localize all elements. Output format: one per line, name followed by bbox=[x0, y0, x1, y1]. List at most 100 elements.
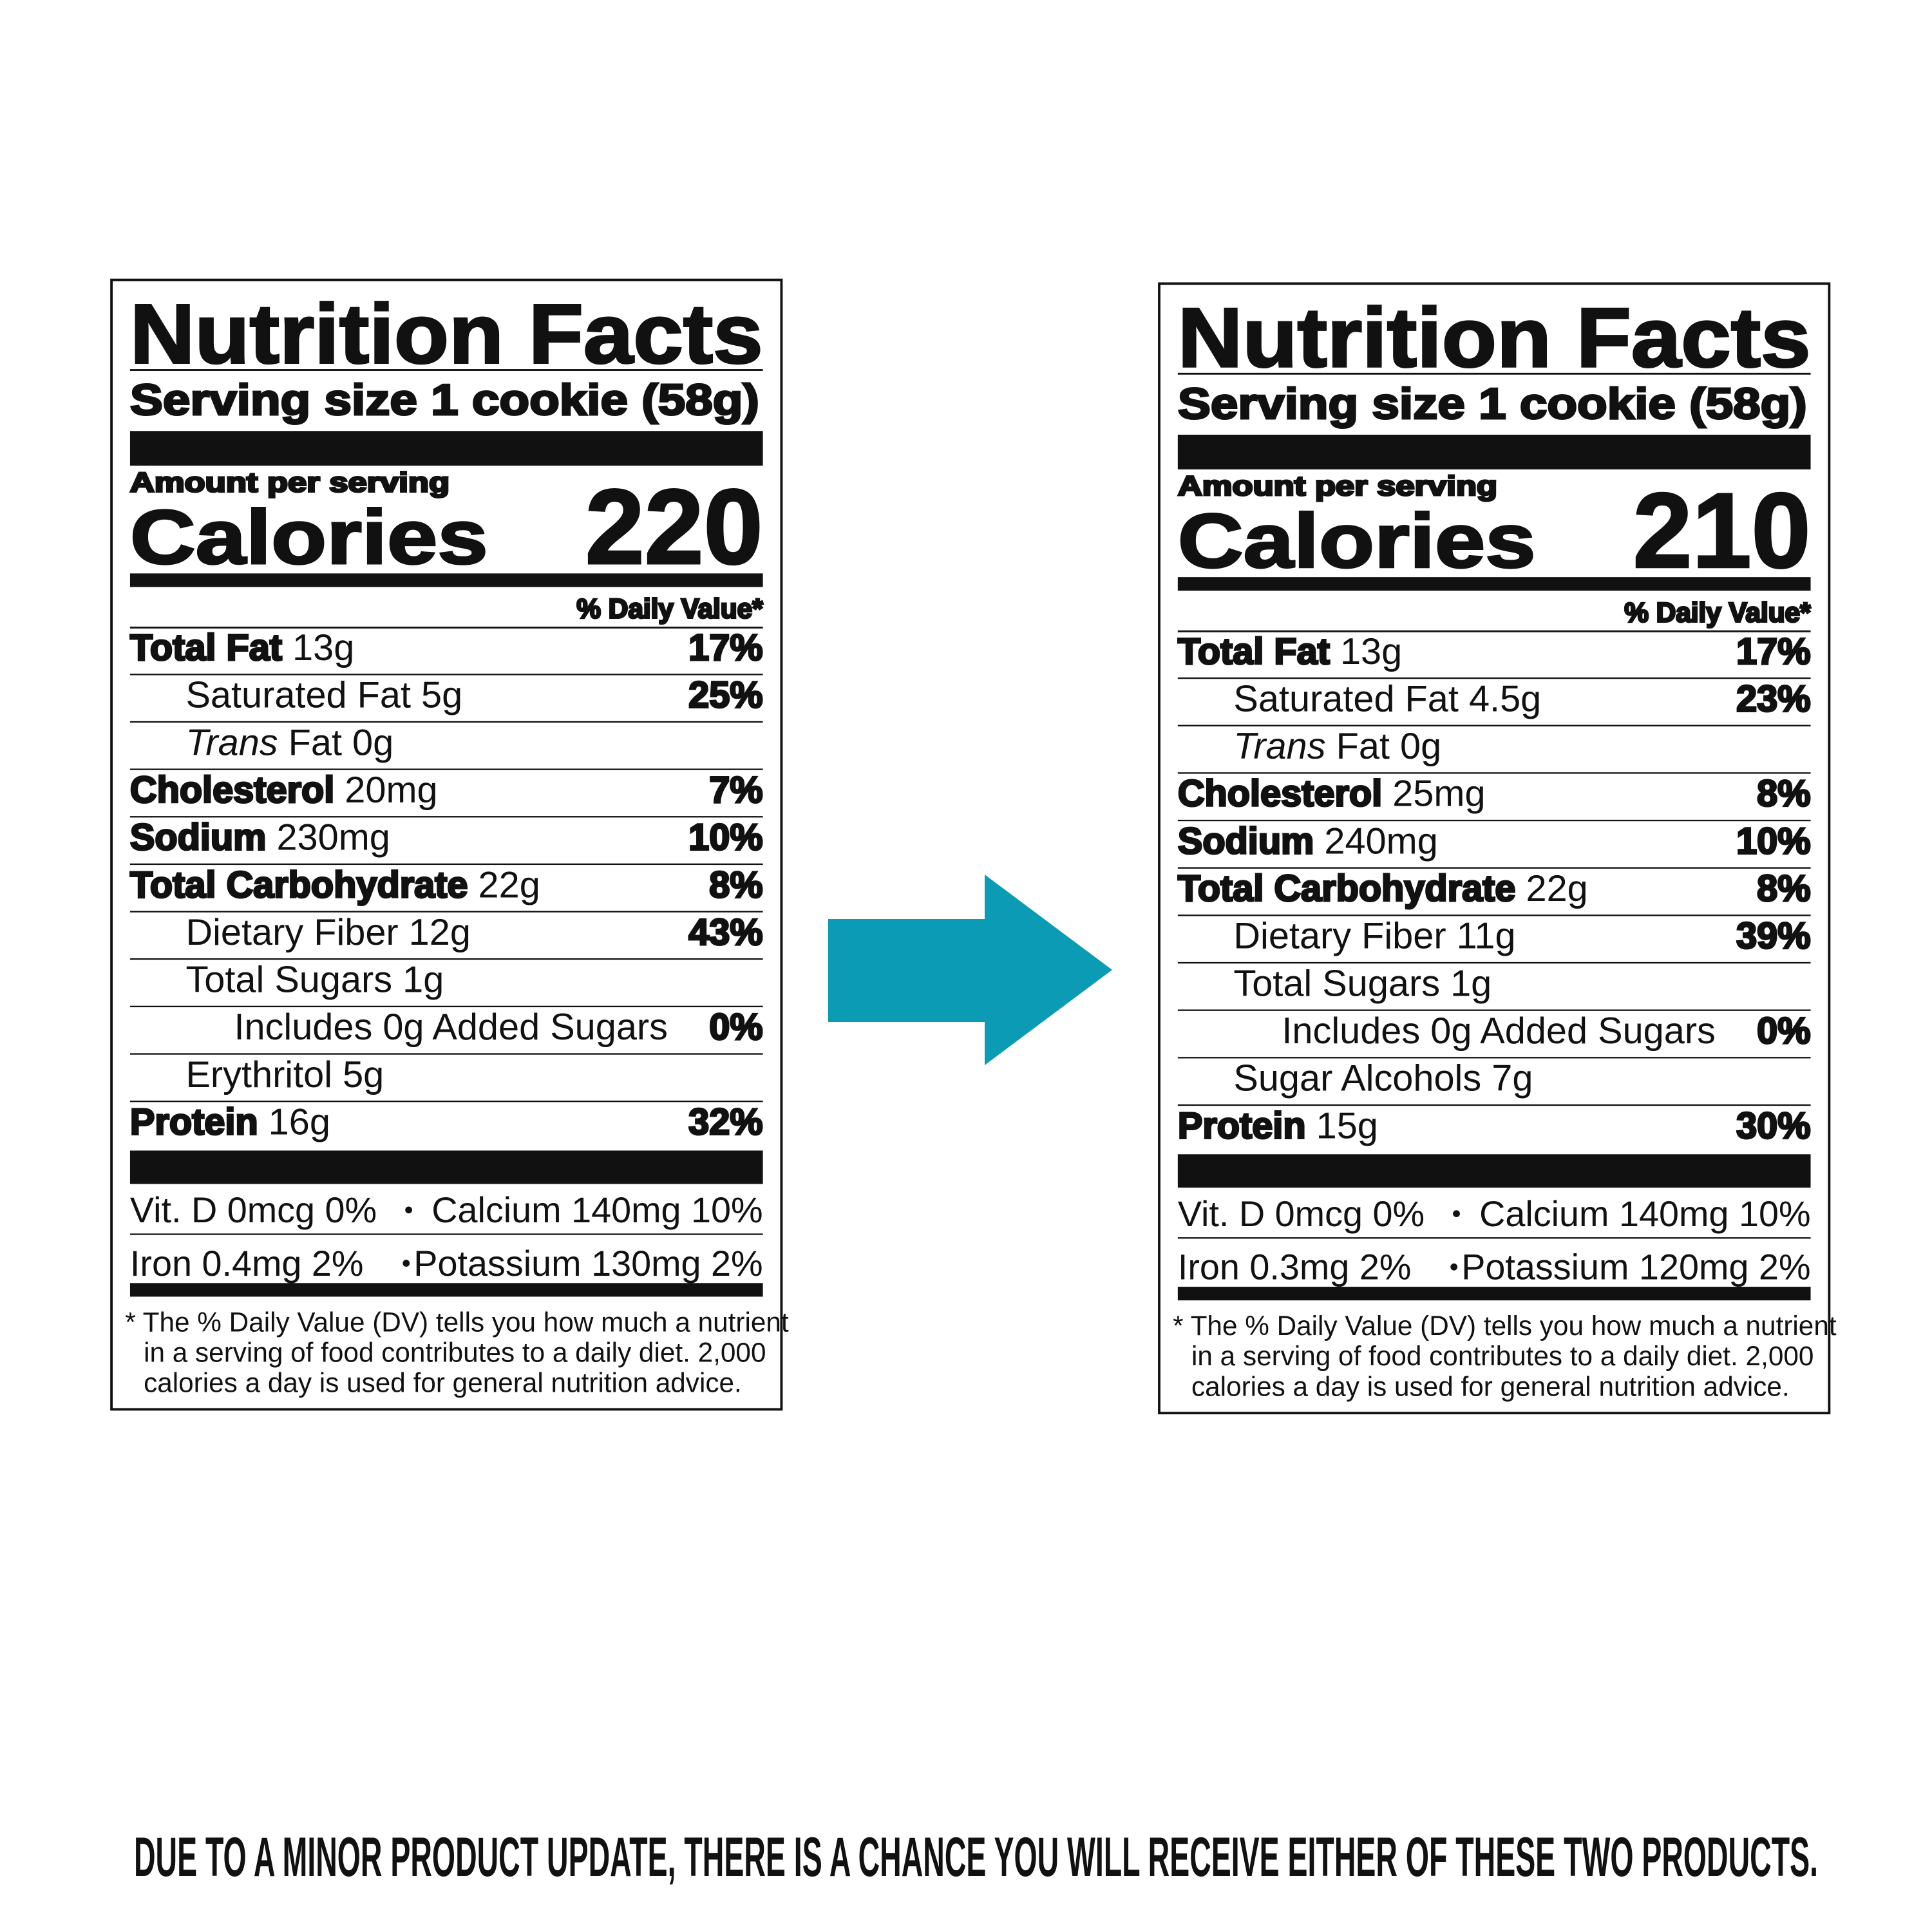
nutrient-amount: 22g bbox=[1526, 868, 1587, 909]
nutrient-row: Dietary Fiber 12g bbox=[185, 912, 470, 953]
nutrient-amount: 7g bbox=[1492, 1058, 1533, 1099]
calories-value: 210 bbox=[1633, 471, 1811, 591]
label-border bbox=[110, 278, 783, 1411]
nutrient-amount: 1g bbox=[402, 960, 444, 1001]
vitamin-right: Calcium 140mg 10% bbox=[1479, 1194, 1810, 1234]
nutrient-amount: 240mg bbox=[1324, 820, 1437, 862]
daily-value: 43% bbox=[688, 912, 762, 953]
daily-value: 7% bbox=[709, 770, 762, 811]
nutrient-name: Includes 0g Added Sugars bbox=[1282, 1010, 1716, 1052]
nutrient-name: Total Carbohydrate bbox=[130, 864, 468, 905]
rule bbox=[129, 674, 763, 676]
nutrient-name: Protein bbox=[1178, 1105, 1306, 1146]
daily-value: 10% bbox=[688, 817, 762, 858]
nutrient-row: Saturated Fat 5g bbox=[185, 675, 462, 716]
nutrient-amount: 11g bbox=[1457, 916, 1516, 957]
calories-value: 220 bbox=[585, 468, 763, 587]
nutrient-name: Cholesterol bbox=[1178, 773, 1382, 815]
rule bbox=[129, 768, 763, 770]
nutrient-amount: 1g bbox=[1450, 963, 1492, 1004]
serving-size: Serving size 1 cookie (58g) bbox=[130, 376, 759, 424]
daily-value: 30% bbox=[1736, 1105, 1810, 1146]
daily-value: 32% bbox=[688, 1102, 762, 1143]
nutrient-name: Fat bbox=[1336, 726, 1390, 767]
nutrient-name: Total Sugars bbox=[1233, 963, 1440, 1004]
rule bbox=[1177, 1237, 1811, 1239]
nutrient-name: Sodium bbox=[130, 817, 267, 858]
nutrient-name: Sodium bbox=[1178, 820, 1314, 862]
nutrient-row: Sodium 240mg bbox=[1178, 820, 1438, 862]
rule bbox=[1177, 1009, 1811, 1011]
daily-value: 25% bbox=[688, 675, 762, 716]
nutrient-amount: 230mg bbox=[276, 817, 390, 858]
thick-bar bbox=[129, 431, 763, 466]
nutrient-name: Sugar Alcohols bbox=[1233, 1058, 1481, 1099]
nutrient-amount: 5g bbox=[421, 675, 462, 716]
nutrient-name: Protein bbox=[130, 1102, 258, 1143]
rule bbox=[129, 1053, 763, 1055]
rule bbox=[1177, 677, 1811, 679]
rule bbox=[129, 1233, 763, 1235]
rule bbox=[1177, 372, 1811, 375]
nutrient-amount: 15g bbox=[1316, 1105, 1378, 1146]
nutrient-row: Includes 0g Added Sugars bbox=[1282, 1010, 1716, 1052]
nutrient-row: Protein 16g bbox=[130, 1102, 330, 1143]
nutrient-amount: 20mg bbox=[345, 770, 437, 811]
nutrient-row: Cholesterol 20mg bbox=[130, 770, 438, 811]
nutrient-row: Erythritol 5g bbox=[185, 1054, 384, 1095]
nutrient-row: Trans Fat 0g bbox=[1233, 726, 1441, 767]
daily-value: 0% bbox=[1757, 1010, 1810, 1052]
rule bbox=[129, 911, 763, 913]
nutrient-amount: 0g bbox=[1400, 726, 1441, 767]
rule bbox=[1177, 1104, 1811, 1106]
bullet bbox=[1453, 1210, 1460, 1217]
dv-header: % Daily Value* bbox=[576, 594, 763, 624]
rule bbox=[1177, 867, 1811, 869]
vitamin-left: Iron 0.4mg 2% bbox=[130, 1244, 364, 1283]
bullet bbox=[405, 1206, 412, 1214]
daily-value: 8% bbox=[1757, 868, 1810, 909]
rule bbox=[1177, 724, 1811, 726]
nutrient-name: Total Fat bbox=[1178, 631, 1330, 672]
nutrient-name: Erythritol bbox=[185, 1054, 332, 1095]
daily-value: 39% bbox=[1736, 916, 1810, 957]
vitamin-left: Iron 0.3mg 2% bbox=[1178, 1247, 1412, 1287]
thick-bar bbox=[129, 1150, 763, 1184]
footnote-line: * The % Daily Value (DV) tells you how m… bbox=[1173, 1311, 1837, 1341]
nutrient-row: Trans Fat 0g bbox=[185, 722, 393, 763]
medium-bar bbox=[1177, 577, 1811, 591]
daily-value: 8% bbox=[709, 864, 762, 905]
vitamin-left: Vit. D 0mcg 0% bbox=[130, 1190, 377, 1230]
daily-value: 8% bbox=[1757, 773, 1810, 815]
daily-value: 17% bbox=[688, 627, 762, 668]
nutrient-amount: 4.5g bbox=[1469, 678, 1541, 719]
nutrient-name: Total Fat bbox=[130, 627, 282, 668]
rule bbox=[129, 1005, 763, 1008]
footnote-line: calories a day is used for general nutri… bbox=[144, 1368, 742, 1398]
vitamin-right: Potassium 120mg 2% bbox=[1461, 1247, 1810, 1287]
rule bbox=[129, 627, 763, 629]
nutrient-name: Saturated Fat bbox=[185, 675, 411, 716]
nutrient-amount: 5g bbox=[343, 1054, 384, 1095]
label-title: Nutrition Facts bbox=[1178, 290, 1811, 384]
nutrient-row: Saturated Fat 4.5g bbox=[1233, 678, 1541, 719]
nutrient-amount: 22g bbox=[478, 864, 540, 905]
arrow-head bbox=[985, 875, 1112, 1065]
rule bbox=[1177, 961, 1811, 964]
rule bbox=[1177, 630, 1811, 632]
calories-label: Calories bbox=[1178, 498, 1536, 584]
arrow bbox=[828, 875, 1112, 1065]
footnote-line: in a serving of food contributes to a da… bbox=[1191, 1341, 1814, 1371]
nutrient-name: Includes 0g Added Sugars bbox=[234, 1007, 668, 1048]
nutrient-name: Fat bbox=[289, 722, 342, 763]
nutrient-row: Sugar Alcohols 7g bbox=[1233, 1058, 1533, 1099]
rule bbox=[129, 863, 763, 866]
serving-size: Serving size 1 cookie (58g) bbox=[1178, 380, 1807, 428]
vitamin-right: Calcium 140mg 10% bbox=[431, 1190, 762, 1230]
daily-value: 10% bbox=[1736, 820, 1810, 862]
daily-value: 17% bbox=[1736, 631, 1810, 672]
